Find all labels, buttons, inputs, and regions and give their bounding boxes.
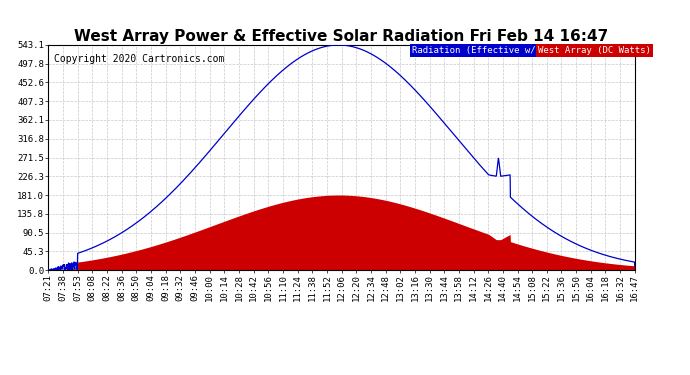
Text: Radiation (Effective w/m2): Radiation (Effective w/m2) [412, 46, 552, 55]
Title: West Array Power & Effective Solar Radiation Fri Feb 14 16:47: West Array Power & Effective Solar Radia… [75, 29, 609, 44]
Text: Copyright 2020 Cartronics.com: Copyright 2020 Cartronics.com [55, 54, 224, 64]
Text: West Array (DC Watts): West Array (DC Watts) [538, 46, 651, 55]
